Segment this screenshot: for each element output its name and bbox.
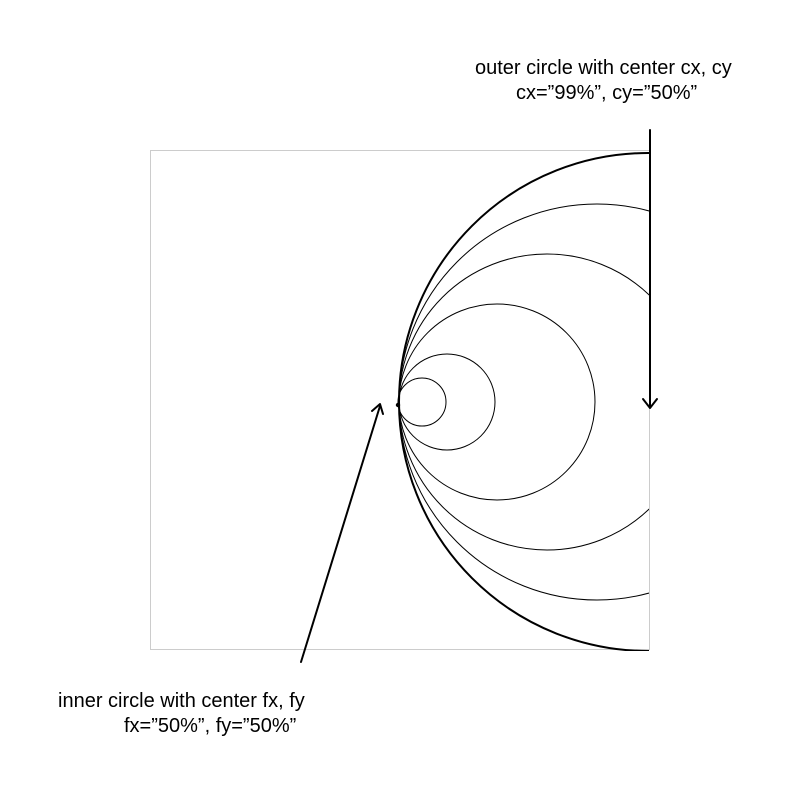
gradient-ring-2	[398, 303, 596, 501]
outer-circle-caption: outer circle with center cx, cy	[475, 57, 732, 79]
inner-circle-caption: inner circle with center fx, fy	[58, 690, 305, 712]
inner-circle	[397, 377, 447, 427]
gradient-ring-1	[398, 353, 496, 451]
outer-circle-attributes: cx=”99%”, cy=”50%”	[516, 82, 698, 104]
inner-circle-label: inner circle with center fx, fy fx=”50%”…	[58, 689, 305, 739]
outer-center-arrow	[642, 129, 658, 409]
focal-point-dot	[395, 402, 401, 408]
gradient-circles	[397, 152, 649, 651]
inner-circle-attributes: fx=”50%”, fy=”50%”	[124, 715, 297, 737]
inner-center-arrow	[300, 403, 384, 663]
outer-circle-label: outer circle with center cx, cy cx=”99%”…	[475, 56, 732, 106]
outer-circle	[398, 152, 649, 651]
gradient-ring-4	[398, 203, 649, 601]
